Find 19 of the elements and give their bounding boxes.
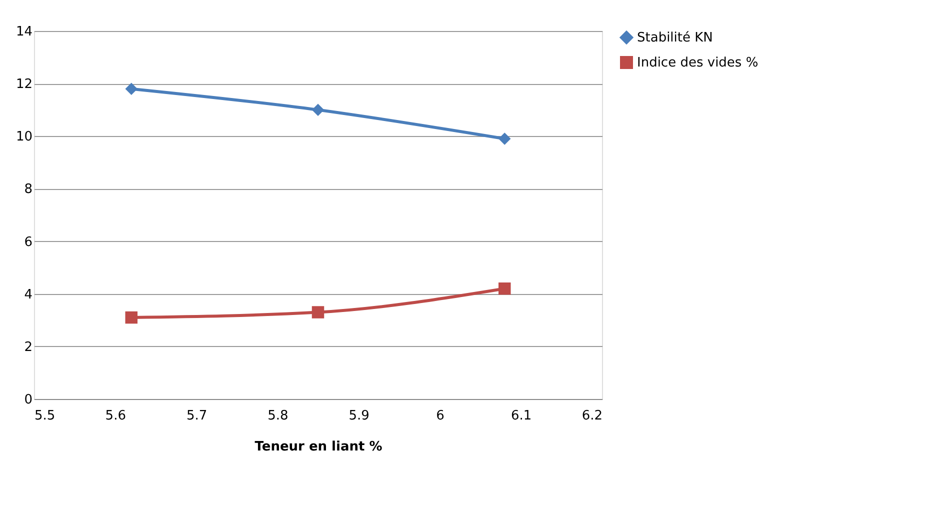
y-tick-label: 0: [24, 392, 32, 408]
y-tick-label: 10: [16, 130, 32, 145]
x-tick-label: 5.5: [34, 408, 56, 424]
y-tick-label: 2: [24, 340, 32, 355]
legend-label: Indice des vides %: [637, 56, 758, 70]
x-tick-label: 5.8: [268, 408, 288, 424]
y-tick-label: 6: [24, 234, 32, 250]
y-tick-label: 14: [16, 24, 32, 40]
y-tick-label: 8: [24, 182, 32, 198]
legend-label: Stabilité KN: [637, 30, 713, 46]
x-tick-label: 5.9: [348, 408, 370, 424]
x-tick-label: 5.6: [105, 408, 126, 424]
y-tick-label: 12: [16, 77, 32, 92]
x-tick-label: 5.7: [186, 408, 208, 424]
x-tick-label: 6.1: [511, 408, 532, 424]
x-axis-title: Teneur en liant %: [254, 440, 382, 454]
y-tick-label: 4: [24, 287, 32, 302]
x-tick-label: 6.2: [582, 408, 602, 424]
x-tick-label: 6: [436, 408, 444, 424]
